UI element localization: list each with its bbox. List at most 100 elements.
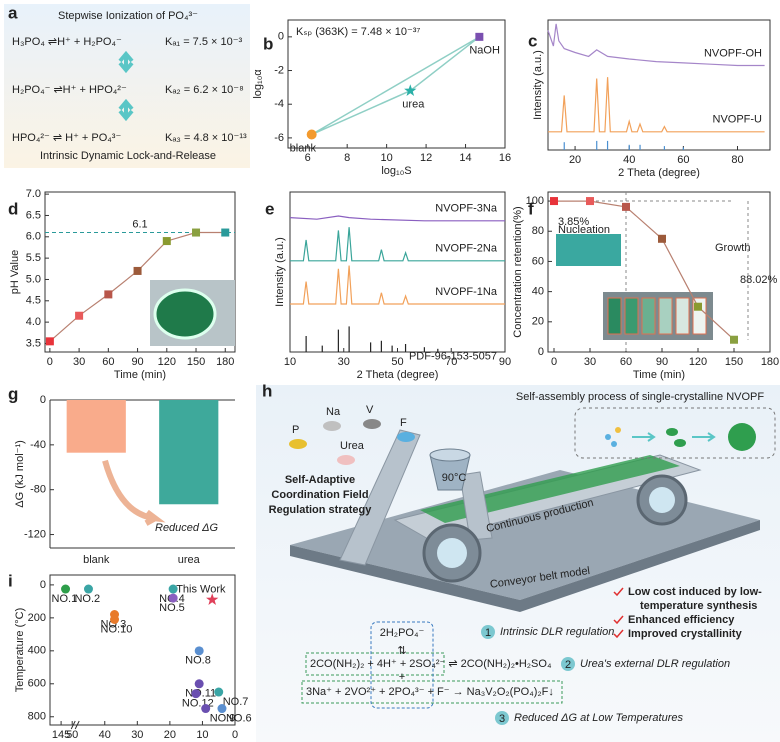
vial	[641, 297, 656, 335]
y-axis-label: Intensity (a.u.)	[532, 50, 544, 120]
bar	[159, 400, 219, 505]
crystal	[674, 439, 686, 447]
y-tick-label: 80	[532, 225, 544, 237]
point-label: urea	[402, 99, 425, 111]
constant: Kₐ₂ = 6.2 × 10⁻⁸	[165, 84, 244, 96]
y-tick-label: 600	[28, 678, 46, 690]
element-label: P	[292, 424, 299, 436]
step-number: 2	[565, 659, 571, 671]
advantage: Enhanced efficiency	[628, 614, 735, 626]
eq-box	[301, 680, 563, 704]
panel-label: e	[265, 199, 274, 218]
point	[550, 197, 558, 206]
inset-photo	[556, 234, 621, 266]
x-tick-label: 16	[499, 152, 511, 164]
y-tick-label: 0	[40, 579, 46, 591]
point-label: NO.9	[210, 712, 236, 724]
step-badge	[481, 625, 495, 639]
point	[694, 302, 702, 311]
point-label: NO.10	[101, 623, 133, 635]
x-tick-label: 8	[344, 152, 350, 164]
step-badge	[561, 657, 575, 671]
series-label: NVOPF-1Na	[435, 286, 498, 298]
bar	[66, 400, 126, 453]
x-tick-label: 70	[445, 356, 457, 368]
x-tick-label: 120	[158, 356, 176, 368]
x-tick-label: 90	[131, 356, 143, 368]
panel-label: g	[8, 384, 18, 403]
eq-box	[370, 621, 434, 709]
point	[61, 584, 71, 594]
advantage: Improved crystallinity	[628, 628, 743, 640]
x-tick-label: 90	[656, 356, 668, 368]
cluster	[611, 441, 617, 447]
x-tick-label: 180	[761, 356, 779, 368]
y-tick-label: -80	[30, 484, 46, 496]
point	[475, 32, 484, 41]
axes-frame	[287, 19, 506, 149]
panel-a-bg	[4, 4, 250, 168]
point	[622, 202, 630, 211]
equation: HPO₄²⁻ ⇌ H⁺ + PO₄³⁻	[12, 132, 121, 144]
y-axis-label: Intensity (a.u.)	[274, 237, 286, 307]
point	[217, 704, 227, 714]
step-text: Urea's external DLR regulation	[580, 658, 730, 670]
vial	[624, 297, 639, 335]
point	[191, 689, 201, 699]
x-tick-label: 60	[677, 154, 689, 166]
y-tick-label: 4.5	[26, 295, 41, 307]
axes-frame	[44, 191, 236, 353]
point	[45, 337, 54, 346]
y-tick-label: 800	[28, 711, 46, 723]
strategy: Coordination Field	[271, 489, 368, 501]
y-axis-label: Concentration retention(%)	[512, 206, 524, 337]
y-tick-label: -4	[274, 98, 284, 110]
axes-frame	[49, 574, 236, 726]
axis-break	[70, 720, 80, 730]
point	[162, 237, 171, 246]
y-tick-label: -40	[30, 439, 46, 451]
temperature: 90°C	[442, 472, 467, 484]
x-tick-label: 120	[689, 356, 707, 368]
x-tick-label: 6	[305, 152, 311, 164]
vial	[658, 297, 673, 335]
point	[168, 584, 178, 594]
x-tick-label: 0	[551, 356, 557, 368]
y-tick-label: 0	[278, 31, 284, 43]
y-tick-label: 200	[28, 612, 46, 624]
step-badge	[495, 711, 509, 725]
x-tick-label: 30	[131, 729, 143, 741]
y-tick-label: 6.5	[26, 209, 41, 221]
x-tick-label: 60	[102, 356, 114, 368]
point	[110, 615, 120, 625]
axes-frame	[547, 191, 771, 353]
series-label: NVOPF-U	[713, 114, 763, 126]
equation: H₃PO₄ ⇌H⁺ + H₂PO₄⁻	[12, 36, 122, 48]
x-axis-label: Time (min)	[114, 369, 166, 381]
y-tick-label: 20	[532, 316, 544, 328]
element-icon	[323, 421, 341, 431]
equation: H₂PO₄⁻ ⇌H⁺ + HPO₄²⁻	[12, 84, 127, 96]
roller-hub	[649, 487, 675, 513]
annotation: Kₛₚ (363K) = 7.48 × 10⁻³⁷	[296, 26, 420, 38]
y-tick-label: 7.0	[26, 188, 41, 200]
x-tick-label: 14	[459, 152, 471, 164]
arrow	[632, 432, 716, 442]
y-axis-label: ΔG (kJ mol⁻¹)	[14, 440, 26, 508]
check	[613, 587, 624, 597]
annotation: 88.02%	[740, 274, 778, 286]
series-label: NVOPF-3Na	[435, 203, 498, 215]
y-tick-label: 6.0	[26, 231, 41, 243]
cluster	[605, 434, 611, 440]
point	[214, 687, 224, 697]
y-tick-label: 100	[526, 195, 544, 207]
strategy: Regulation strategy	[269, 504, 373, 516]
data-line	[554, 200, 735, 341]
x-tick-label: 180	[216, 356, 234, 368]
x-axis-label: log₁₀S	[381, 165, 411, 177]
element-label: Na	[326, 406, 341, 418]
panel-label: i	[8, 571, 13, 590]
point	[658, 234, 666, 243]
crystal	[666, 428, 678, 436]
